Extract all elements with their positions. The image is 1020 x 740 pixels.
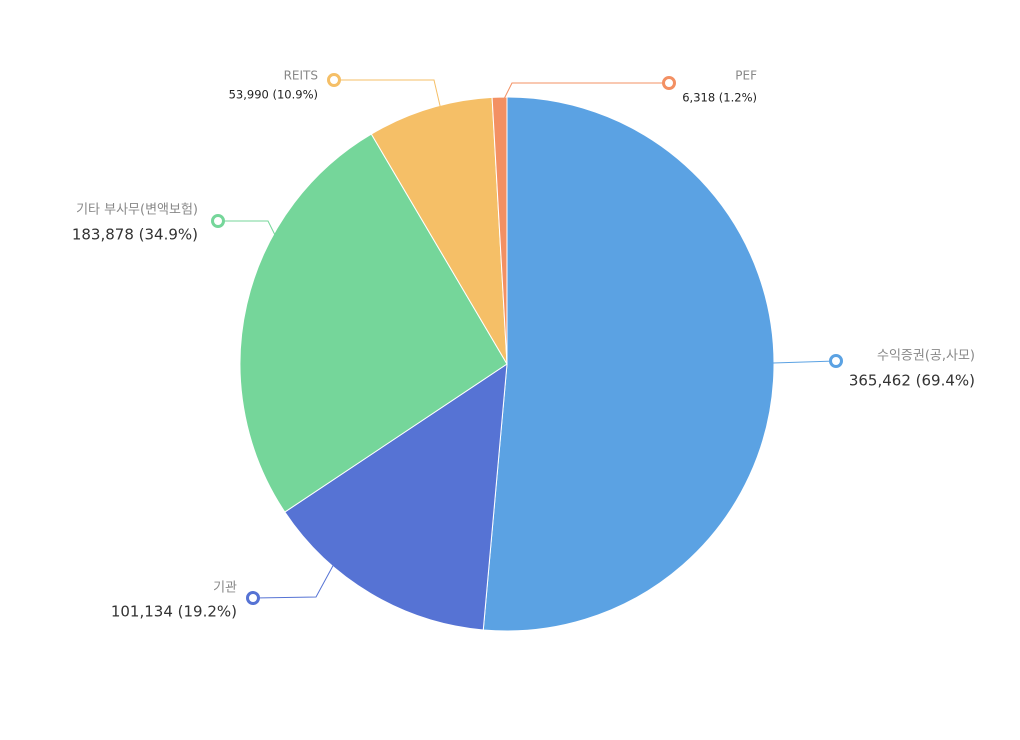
slice-value-label: 101,134 (19.2%) <box>111 603 237 621</box>
slice-name: PEF <box>735 69 757 83</box>
slice-value-label: 6,318 (1.2%) <box>682 91 757 105</box>
slice-name: 기타 부사무(변액보험) <box>76 203 198 218</box>
leader-line <box>501 82 669 104</box>
slice-name: 기관 <box>213 581 237 596</box>
label-marker <box>662 76 676 90</box>
slice-name: 수익증권(공,사모) <box>877 349 975 364</box>
leader-line <box>218 220 276 236</box>
slice-name: REITS <box>284 69 318 83</box>
slice-value-label: 53,990 (10.9%) <box>229 88 318 102</box>
label-marker <box>327 73 341 87</box>
pie-slice <box>284 363 508 631</box>
leader-line <box>252 561 336 599</box>
label-marker <box>211 214 225 228</box>
label-marker <box>829 354 843 368</box>
leader-line <box>334 79 442 111</box>
pie-slice <box>370 96 508 365</box>
slice-value-label: 365,462 (69.4%) <box>849 372 975 390</box>
pie-slice <box>482 96 775 632</box>
label-marker <box>246 591 260 605</box>
pie-slice <box>239 133 508 513</box>
pie-slice <box>491 96 508 365</box>
leader-line <box>772 360 837 364</box>
slice-value-label: 183,878 (34.9%) <box>72 226 198 244</box>
